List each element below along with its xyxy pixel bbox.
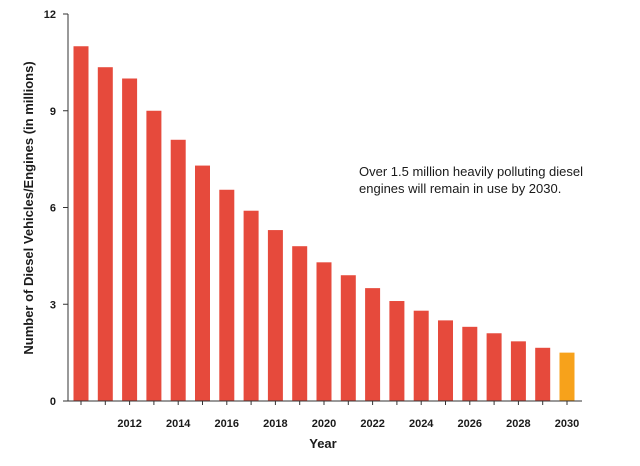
y-tick-label: 12: [44, 9, 56, 21]
x-tick-label: 2030: [555, 418, 579, 430]
y-tick-label: 6: [50, 203, 56, 215]
bar-2020: [316, 262, 332, 401]
bar-2011: [97, 67, 113, 402]
bar-2022: [365, 288, 381, 402]
annotation-line-2: engines will remain in use by 2030.: [359, 181, 561, 196]
x-tick-label: 2026: [458, 418, 482, 430]
y-ticks-group: 0 3 6 9 12: [44, 9, 68, 408]
bar-2021: [340, 275, 356, 401]
bar-2026: [462, 326, 478, 401]
bar-2019: [292, 246, 308, 401]
y-tick-label: 9: [50, 106, 56, 118]
bar-2029: [535, 347, 551, 401]
x-tick-label: 2012: [117, 418, 141, 430]
x-ticks-group: 2012 2014 2016 2018 2020 2022 2024 2026 2028 2030: [80, 401, 579, 430]
x-tick-label: 2028: [506, 418, 530, 430]
annotation-line-1: Over 1.5 million heavily polluting diese…: [359, 164, 583, 179]
x-tick-label: 2024: [409, 418, 434, 430]
bar-2024: [413, 310, 429, 401]
x-tick-label: 2018: [263, 418, 287, 430]
x-tick-label: 2022: [360, 418, 384, 430]
bar-2017: [243, 210, 259, 401]
x-tick-label: 2020: [312, 418, 336, 430]
x-tick-label: 2014: [166, 418, 191, 430]
bar-2030: [559, 352, 575, 402]
bar-2027: [486, 333, 502, 401]
y-tick-label: 0: [50, 396, 56, 408]
bar-2016: [219, 189, 235, 401]
bar-2018: [267, 230, 283, 401]
bar-2013: [146, 110, 162, 401]
x-tick-label: 2016: [215, 418, 239, 430]
bar-2023: [389, 301, 405, 401]
y-tick-label: 3: [50, 299, 56, 311]
y-axis-title: Number of Diesel Vehicles/Engines (in mi…: [21, 61, 36, 354]
bar-2014: [170, 139, 186, 401]
bar-2012: [122, 78, 138, 401]
bars-group: [73, 46, 575, 402]
bar-2025: [438, 320, 453, 402]
bar-2010: [73, 46, 89, 401]
bar-2028: [510, 341, 526, 401]
x-axis-title: Year: [309, 436, 336, 451]
bar-2015: [195, 165, 210, 401]
